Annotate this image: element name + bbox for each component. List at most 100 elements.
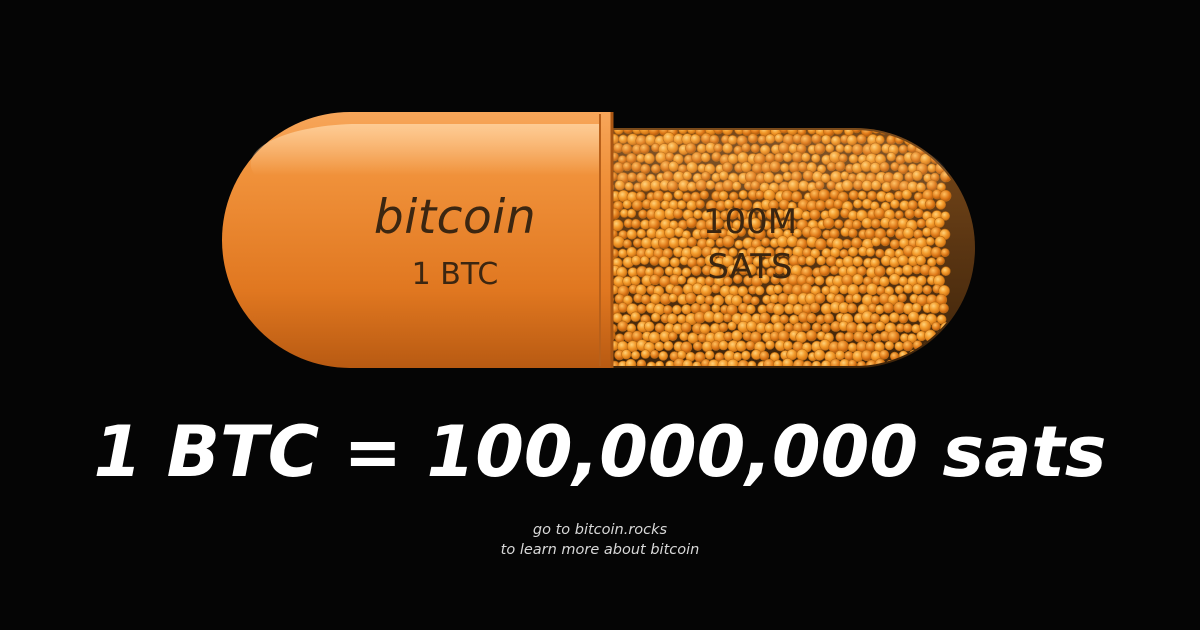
sat-bead: [935, 199, 946, 210]
sat-bead: [779, 314, 789, 324]
sat-bead: [682, 359, 693, 366]
sat-bead: [890, 130, 901, 134]
sat-bead: [936, 314, 947, 325]
sat-bead: [887, 330, 900, 343]
sat-bead: [726, 304, 738, 316]
sat-bead: [821, 323, 831, 333]
sat-bead: [847, 246, 859, 257]
sat-bead: [671, 285, 683, 297]
sat-bead: [734, 239, 744, 249]
sat-bead: [622, 239, 632, 249]
sat-bead: [813, 143, 826, 155]
sat-bead: [931, 339, 943, 352]
sat-bead: [829, 228, 840, 239]
sat-bead: [814, 292, 826, 304]
sat-bead: [805, 329, 818, 342]
sat-bead: [685, 217, 698, 229]
sat-bead: [662, 304, 673, 315]
sat-bead: [886, 152, 896, 162]
sat-bead: [810, 248, 821, 259]
sat-bead: [894, 210, 904, 220]
sat-bead: [731, 330, 743, 342]
sat-bead: [805, 255, 816, 266]
sat-bead: [913, 134, 923, 144]
sat-bead: [845, 321, 858, 334]
sat-bead: [726, 207, 739, 220]
sat-bead: [822, 217, 835, 229]
sat-bead: [897, 293, 907, 303]
sat-bead: [694, 351, 706, 363]
sat-bead: [898, 130, 910, 134]
sat-bead: [926, 348, 939, 361]
sat-bead: [934, 130, 944, 136]
sat-bead: [707, 228, 720, 241]
sat-bead: [843, 331, 855, 342]
sat-bead: [718, 170, 729, 181]
sat-bead: [684, 292, 697, 304]
sat-bead: [692, 341, 703, 351]
sat-bead: [744, 263, 757, 276]
sat-bead: [902, 323, 913, 333]
sat-bead: [825, 255, 837, 267]
sat-bead: [732, 219, 742, 230]
conversion-headline: 1 BTC = 100,000,000 sats: [93, 411, 1107, 493]
sat-bead: [668, 293, 678, 303]
sat-bead: [766, 267, 776, 277]
sat-bead: [770, 274, 781, 285]
sat-bead: [879, 349, 890, 360]
sat-bead: [888, 312, 900, 323]
sat-bead: [791, 207, 804, 220]
sat-bead: [741, 199, 753, 211]
sat-bead: [759, 144, 771, 156]
sat-bead: [829, 265, 839, 275]
sat-bead: [889, 239, 900, 250]
sat-bead: [710, 283, 721, 294]
sat-bead: [730, 294, 743, 307]
sat-bead: [680, 321, 692, 333]
sat-bead: [940, 248, 950, 258]
sat-bead: [728, 191, 739, 202]
sat-bead: [795, 331, 808, 344]
sat-bead: [916, 348, 929, 361]
sat-bead: [884, 192, 895, 203]
sat-bead: [773, 284, 783, 294]
sat-bead: [851, 273, 864, 285]
sat-bead: [901, 264, 914, 276]
sat-bead: [781, 358, 794, 366]
sat-bead: [934, 142, 947, 155]
sat-bead: [907, 200, 918, 211]
sat-bead: [814, 275, 825, 286]
sat-bead: [926, 257, 937, 267]
sat-bead: [911, 170, 923, 181]
sat-bead: [841, 179, 854, 192]
sat-bead: [718, 190, 729, 201]
sat-bead: [722, 161, 733, 173]
sat-bead: [827, 207, 840, 220]
sat-bead: [925, 236, 935, 246]
sat-bead: [630, 275, 641, 286]
sat-bead: [912, 283, 923, 295]
sat-bead: [643, 321, 655, 332]
sat-bead: [757, 210, 767, 220]
sat-bead: [857, 190, 867, 200]
sat-bead: [625, 358, 637, 366]
sat-bead: [649, 199, 661, 211]
sat-bead: [924, 199, 936, 210]
sat-bead: [681, 304, 692, 315]
sat-bead: [760, 237, 771, 247]
sat-bead: [663, 340, 674, 351]
sat-bead: [809, 209, 821, 221]
sat-bead: [654, 360, 664, 366]
sat-bead: [626, 208, 637, 218]
sat-bead: [760, 274, 770, 284]
sat-bead: [745, 320, 758, 332]
sat-bead: [638, 209, 648, 219]
sat-bead: [686, 130, 697, 135]
sat-bead: [636, 359, 647, 366]
sat-bead: [727, 321, 737, 331]
sat-bead: [890, 199, 900, 209]
sat-bead: [875, 135, 885, 145]
sat-bead: [820, 173, 831, 183]
sat-bead: [777, 292, 790, 305]
